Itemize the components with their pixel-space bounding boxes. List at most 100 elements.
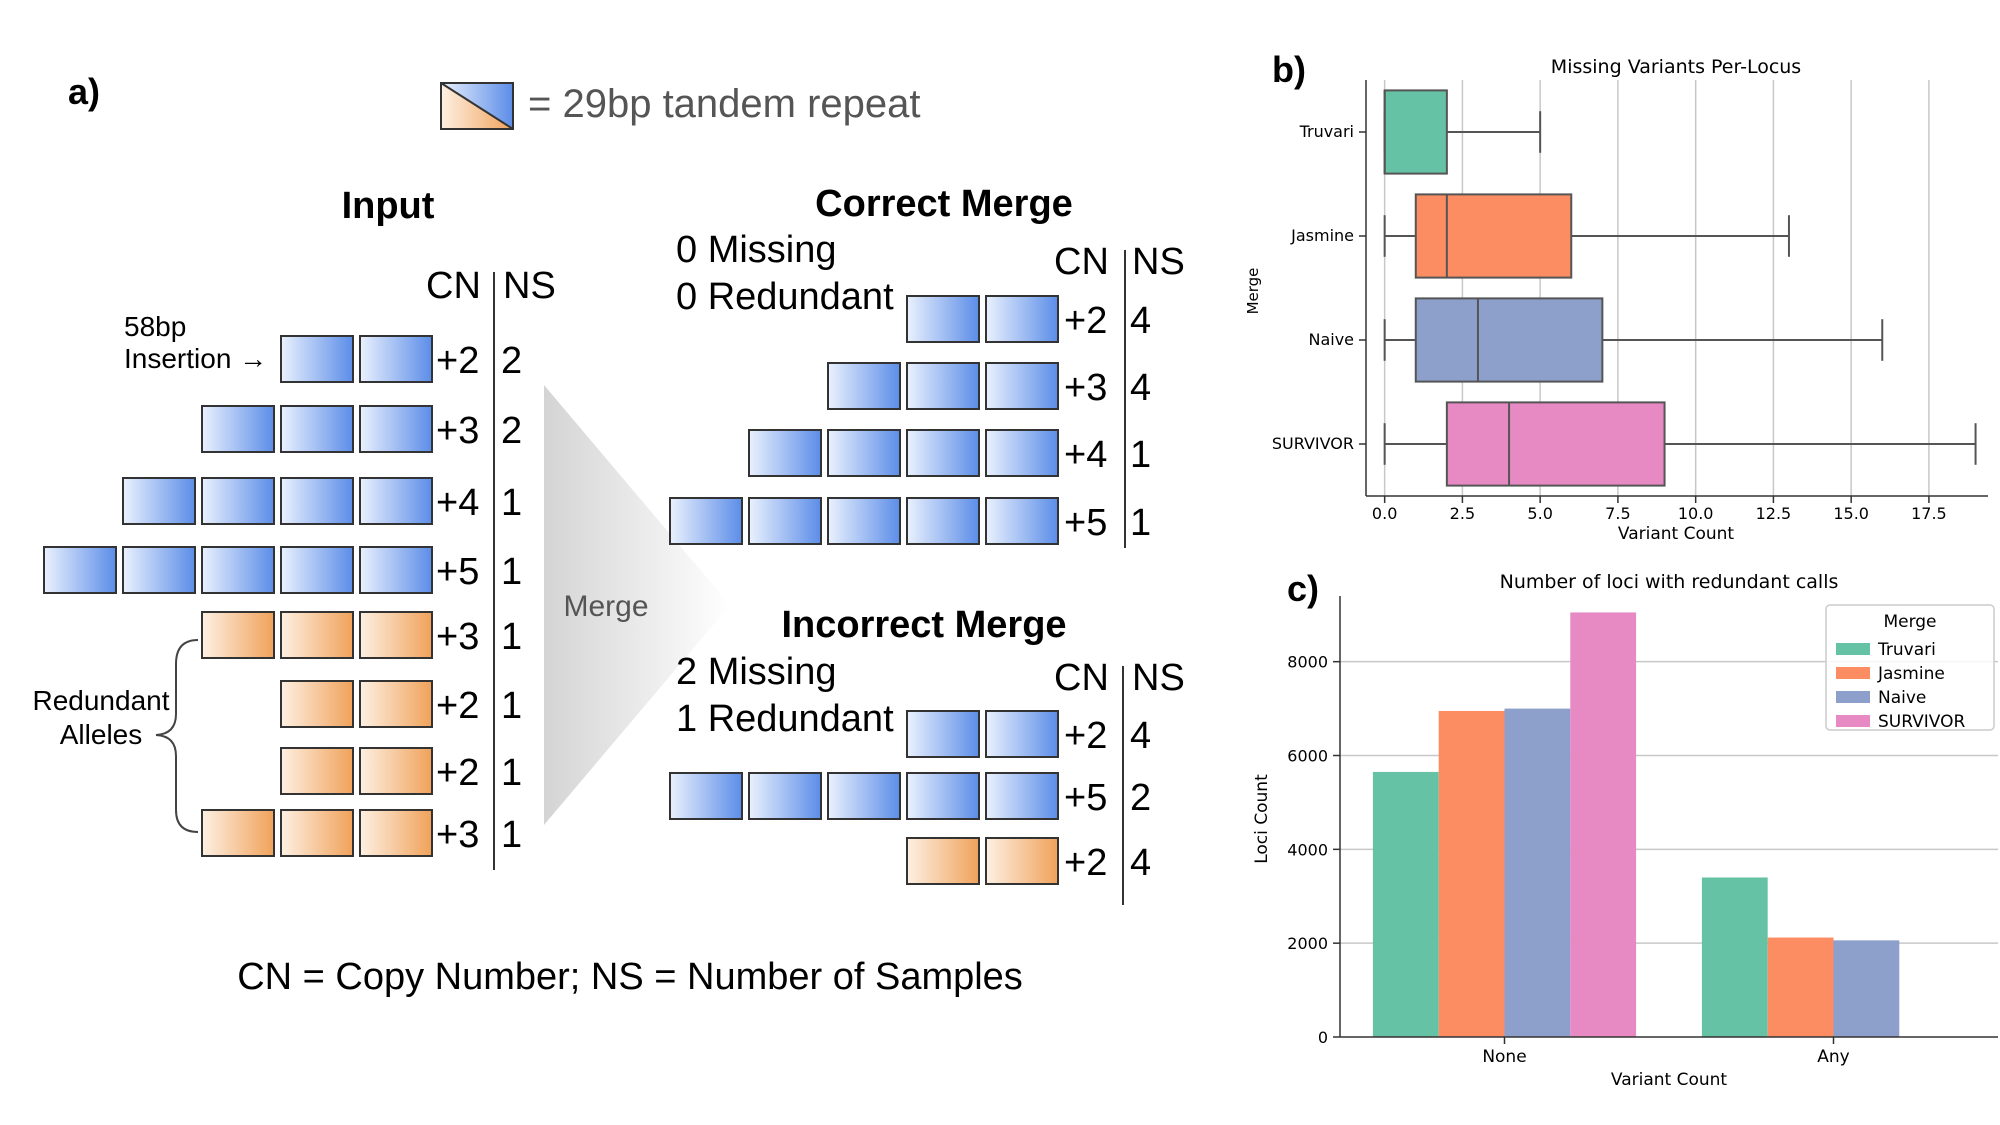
row-copy-number: +5 [436,551,479,593]
panel-b-boxplot: b) Missing Variants Per-Locus Variant Co… [1244,49,1988,544]
row-copy-number: +2 [1064,300,1107,342]
repeat-unit-blue [906,772,980,820]
box-truvari [1383,89,1448,175]
repeat-unit-blue [985,362,1059,410]
panel-a-diagram: a) = 29bp tandem repeat Input CN NS 58bp… [32,71,1184,998]
row-copy-number: +5 [1064,777,1107,819]
repeat-unit-blue [748,772,822,820]
incorrect-redundant: 1 Redundant [676,698,894,740]
redundant-label-line2: Alleles [60,719,142,750]
panel-c-ylabel: Loci Count [1252,774,1272,864]
row-sample-count: 1 [501,616,522,658]
repeat-unit-blue [280,477,354,525]
repeat-unit-orange [280,680,354,728]
x-tick-label: 7.5 [1605,504,1630,523]
incorrect-missing: 2 Missing [676,651,837,693]
repeat-unit-orange [201,809,275,857]
repeat-unit-blue [359,405,433,453]
repeat-unit-orange [906,837,980,885]
row-copy-number: +2 [1064,842,1107,884]
y-category-label: Jasmine [1290,226,1354,245]
repeat-unit-blue [201,477,275,525]
repeat-unit-orange [201,611,275,659]
repeat-unit-orange [359,747,433,795]
row-sample-count: 1 [501,482,522,524]
bar-jasmine-any [1767,937,1834,1037]
repeat-unit-blue [280,405,354,453]
y-tick-label: 2000 [1287,934,1328,953]
y-tick-label: 8000 [1287,653,1328,672]
row-copy-number: +5 [1064,502,1107,544]
repeat-unit-blue [827,429,901,477]
correct-missing: 0 Missing [676,229,837,271]
repeat-unit-orange [985,837,1059,885]
panel-b-label: b) [1272,49,1306,90]
legend-text: = 29bp tandem repeat [528,82,921,126]
bar-jasmine-none [1438,710,1505,1037]
panel-a-label: a) [68,71,100,112]
row-sample-count: 1 [1130,502,1151,544]
y-tick-label: 4000 [1287,840,1328,859]
x-tick-label: 5.0 [1527,504,1552,523]
box-survivor [1445,401,1666,487]
repeat-unit-blue [43,546,117,594]
panel-c-axes: 0 2000 4000 6000 8000 None Any [1287,596,1998,1067]
correct-rows: +2 4 +3 4 +4 1 +5 1 [669,295,1151,545]
row-sample-count: 1 [501,814,522,856]
repeat-unit-blue [201,546,275,594]
correct-ns-header: NS [1132,241,1185,283]
legend-swatch [1836,715,1870,727]
repeat-unit-orange [280,611,354,659]
repeat-unit-blue [359,546,433,594]
bar-truvari-none [1372,771,1439,1037]
legend-swatch [1836,667,1870,679]
row-sample-count: 4 [1130,300,1151,342]
x-tick-label: 15.0 [1833,504,1869,523]
panel-b-boxes [1383,89,1977,487]
row-sample-count: 1 [501,752,522,794]
repeat-unit-blue [280,335,354,383]
y-tick-label: 6000 [1287,747,1328,766]
repeat-unit-blue [669,497,743,545]
redundant-label-line1: Redundant [32,685,169,716]
row-copy-number: +3 [436,616,479,658]
incorrect-cn-header: CN [1054,657,1109,699]
incorrect-rows: +2 4 +5 2 +2 4 [669,710,1151,885]
row-sample-count: 2 [501,410,522,452]
repeat-unit-blue [748,497,822,545]
panel-c-label: c) [1287,568,1319,609]
footer-caption: CN = Copy Number; NS = Number of Samples [237,956,1023,998]
repeat-unit-blue [827,362,901,410]
panel-c-title: Number of loci with redundant calls [1500,571,1839,593]
row-copy-number: +3 [1064,367,1107,409]
x-tick-label: 17.5 [1911,504,1947,523]
row-copy-number: +2 [436,752,479,794]
panel-b-title: Missing Variants Per-Locus [1551,56,1801,78]
merge-label: Merge [563,590,648,623]
repeat-unit-blue [280,546,354,594]
row-copy-number: +2 [436,340,479,382]
row-sample-count: 1 [501,551,522,593]
panel-b-axes: 0.0 2.5 5.0 7.5 10.0 12.5 15.0 17.5 Truvari Jasmi… [1272,80,1988,523]
box-naive [1414,297,1604,383]
bar-naive-any [1833,940,1900,1037]
legend-entry: Naive [1878,688,1926,708]
input-cn-header: CN [426,265,481,307]
row-sample-count: 1 [1130,434,1151,476]
box-jasmine [1414,193,1573,279]
y-category-label: SURVIVOR [1272,434,1354,453]
redundant-brace-icon [155,639,199,833]
panel-c-legend: Merge Truvari Jasmine Naive SURVIVOR [1825,604,1995,732]
row-copy-number: +4 [436,482,479,524]
bar-survivor-none [1570,612,1637,1037]
repeat-unit-blue [201,405,275,453]
bar-truvari-any [1701,877,1768,1037]
repeat-unit-blue [122,546,196,594]
legend-swatch [1836,643,1870,655]
legend-entry: SURVIVOR [1878,712,1965,732]
repeat-unit-blue [827,772,901,820]
repeat-unit-blue [906,362,980,410]
repeat-unit-blue [827,497,901,545]
insertion-label-line2: Insertion → [124,343,267,374]
repeat-unit-blue [906,710,980,758]
